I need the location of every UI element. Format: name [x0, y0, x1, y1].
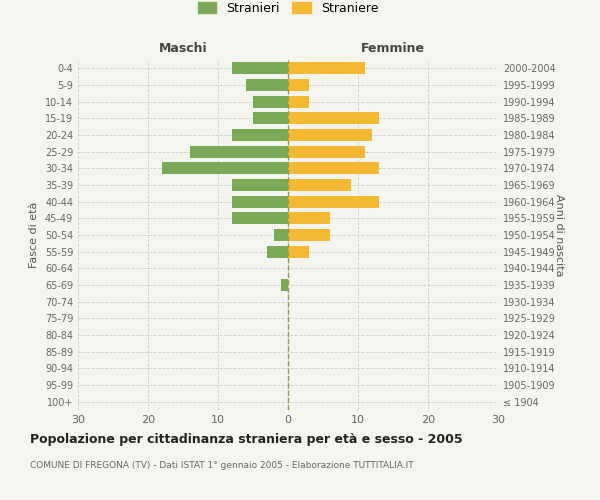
Bar [288, 179, 351, 191]
Bar [232, 196, 288, 207]
Bar [288, 162, 379, 174]
Bar [267, 246, 288, 258]
Bar [288, 229, 330, 241]
Bar [253, 96, 288, 108]
Legend: Stranieri, Straniere: Stranieri, Straniere [193, 0, 383, 20]
Bar [162, 162, 288, 174]
Bar [288, 146, 365, 158]
Bar [232, 129, 288, 141]
Bar [253, 112, 288, 124]
Text: Popolazione per cittadinanza straniera per età e sesso - 2005: Popolazione per cittadinanza straniera p… [30, 432, 463, 446]
Bar [288, 79, 309, 91]
Text: Femmine: Femmine [361, 42, 425, 55]
Bar [288, 129, 372, 141]
Bar [232, 212, 288, 224]
Bar [232, 62, 288, 74]
Bar [288, 62, 365, 74]
Bar [232, 179, 288, 191]
Bar [288, 196, 379, 207]
Y-axis label: Fasce di età: Fasce di età [29, 202, 39, 268]
Y-axis label: Anni di nascita: Anni di nascita [554, 194, 564, 276]
Text: Maschi: Maschi [158, 42, 208, 55]
Bar [274, 229, 288, 241]
Bar [288, 112, 379, 124]
Bar [288, 96, 309, 108]
Bar [246, 79, 288, 91]
Bar [288, 212, 330, 224]
Bar [288, 246, 309, 258]
Bar [281, 279, 288, 291]
Bar [190, 146, 288, 158]
Text: COMUNE DI FREGONA (TV) - Dati ISTAT 1° gennaio 2005 - Elaborazione TUTTITALIA.IT: COMUNE DI FREGONA (TV) - Dati ISTAT 1° g… [30, 460, 413, 469]
